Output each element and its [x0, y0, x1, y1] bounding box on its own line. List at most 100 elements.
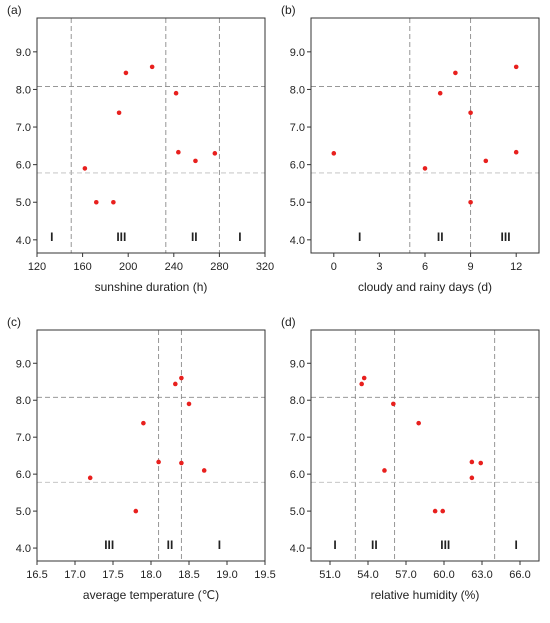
zone-label: I: [238, 230, 241, 244]
y-tick-label: 6.0: [16, 160, 31, 172]
data-point: [469, 459, 475, 465]
data-point: [179, 375, 184, 381]
x-tick-label: 66.0: [509, 569, 530, 581]
data-point: [513, 149, 519, 155]
zone-label: II: [371, 538, 378, 552]
data-point: [87, 475, 93, 481]
y-tick-label: 9.0: [290, 47, 305, 59]
y-tick-label: 8.0: [16, 395, 31, 407]
y-tick-label: 8.0: [16, 84, 31, 96]
x-tick-label: 19.0: [216, 569, 237, 581]
zone-label: III: [104, 538, 114, 552]
panel-2: (b) 0 3 6 9 12 4.0 5.0 6.0 7.0 8.0 9.0 cloudy and ra…: [281, 3, 540, 294]
data-point: [416, 420, 421, 426]
data-point: [469, 475, 475, 481]
data-point: [513, 64, 519, 70]
x-tick-label: 16.5: [26, 569, 47, 581]
panel-1: (a) 120 160 200 240 280 320 4.0 5.0 6.0 7.0 8.0 9.0 s…: [7, 3, 274, 294]
zone-label: III: [501, 230, 511, 244]
x-tick-label: 51.0: [319, 569, 340, 581]
zone-label: III: [440, 538, 450, 552]
panel-label: (d): [281, 315, 296, 329]
x-tick-label: 60.0: [433, 569, 454, 581]
data-point: [437, 90, 443, 96]
x-tick-label: 200: [119, 261, 137, 273]
y-tick-label: 4.0: [16, 235, 31, 247]
plot-frame: [310, 17, 540, 254]
y-tick-label: 5.0: [16, 506, 31, 518]
data-point: [361, 375, 367, 381]
x-tick-label: 18.5: [178, 569, 199, 581]
data-point: [93, 199, 99, 205]
panel-3: (c) 16.5 17.0 17.5 18.0 18.5 19.0 19.5 4.0 5.0 6.0…: [7, 315, 276, 602]
y-tick-label: 6.0: [290, 469, 305, 481]
zone-label: II: [437, 230, 444, 244]
zone-label: III: [116, 230, 126, 244]
y-tick-label: 6.0: [290, 160, 305, 172]
data-point: [141, 420, 146, 426]
data-point: [193, 158, 198, 164]
zone-label: I: [358, 230, 361, 244]
data-point: [422, 166, 428, 171]
y-tick-label: 5.0: [16, 197, 31, 209]
data-point: [133, 508, 139, 514]
plot-frame: [36, 329, 266, 562]
panel-label: (c): [7, 315, 21, 329]
data-point: [123, 70, 129, 76]
y-tick-label: 5.0: [290, 506, 305, 518]
panel-label: (b): [281, 3, 296, 17]
zone-label: I: [333, 538, 336, 552]
x-tick-label: 18.0: [140, 569, 161, 581]
y-tick-label: 7.0: [16, 432, 31, 444]
data-point: [483, 158, 489, 164]
data-point: [111, 199, 116, 205]
x-tick-label: 320: [256, 261, 274, 273]
x-tick-label: 12: [510, 261, 522, 273]
zone-label: I: [50, 230, 53, 244]
y-tick-label: 4.0: [290, 235, 305, 247]
y-tick-label: 8.0: [290, 84, 305, 96]
data-point: [391, 401, 396, 407]
y-tick-label: 4.0: [16, 543, 31, 555]
y-tick-label: 9.0: [16, 47, 31, 59]
y-tick-label: 4.0: [290, 543, 305, 555]
x-tick-label: 3: [376, 261, 382, 273]
y-tick-label: 7.0: [290, 122, 305, 134]
y-tick-label: 8.0: [290, 395, 305, 407]
x-tick-label: 9: [468, 261, 474, 273]
x-tick-label: 17.0: [64, 569, 85, 581]
panel-4: (d) 51.0 54.0 57.0 60.0 63.0 66.0 4.0 5.0 6.0 7.0 8…: [281, 315, 540, 602]
panel-label: (a): [7, 3, 22, 17]
data-point: [432, 508, 438, 514]
zone-label: II: [167, 538, 174, 552]
x-tick-label: 6: [422, 261, 428, 273]
plot-frame: [36, 17, 266, 254]
x-axis-label: sunshine duration (h): [95, 280, 208, 294]
x-tick-label: 280: [210, 261, 228, 273]
x-tick-label: 0: [331, 261, 337, 273]
x-tick-label: 57.0: [395, 569, 416, 581]
data-point: [149, 64, 155, 70]
y-tick-label: 7.0: [290, 432, 305, 444]
data-point: [212, 151, 218, 156]
data-point: [186, 401, 192, 407]
data-point: [173, 381, 178, 387]
zone-label: I: [218, 538, 221, 552]
data-point: [176, 149, 181, 155]
data-point: [359, 381, 364, 387]
data-point: [440, 508, 446, 514]
x-tick-label: 120: [28, 261, 46, 273]
y-tick-label: 9.0: [290, 358, 305, 370]
y-tick-label: 6.0: [16, 469, 31, 481]
data-point: [331, 151, 337, 156]
x-tick-label: 240: [165, 261, 183, 273]
data-point: [468, 199, 473, 205]
x-tick-label: 160: [73, 261, 91, 273]
y-tick-label: 5.0: [290, 197, 305, 209]
plot-frame: [310, 329, 540, 562]
x-tick-label: 17.5: [102, 569, 123, 581]
data-point: [173, 90, 179, 96]
x-tick-label: 63.0: [471, 569, 492, 581]
